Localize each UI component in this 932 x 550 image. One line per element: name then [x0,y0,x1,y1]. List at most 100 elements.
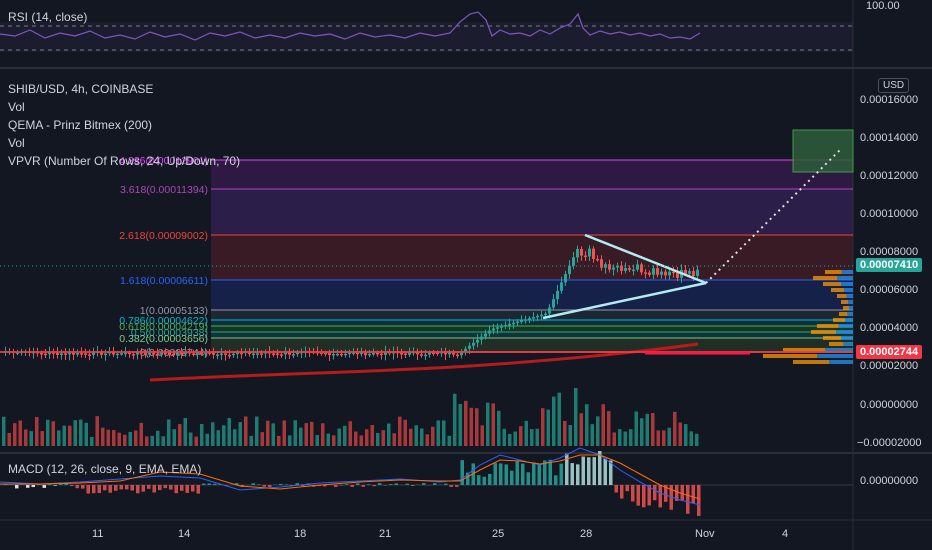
candle-body [364,351,367,356]
candle-body [664,271,667,276]
legend-qema[interactable]: QEMA - Prinz Bitmex (200) [8,118,153,132]
macd-histogram-bar [97,485,101,493]
candle-body [476,339,479,343]
vpvr-bar-up [839,312,848,316]
symbol-title[interactable]: SHIB/USD, 4h, COINBASE [8,82,154,96]
candle-body [252,353,255,356]
macd-histogram-bar [152,485,156,493]
macd-histogram-bar [174,485,178,494]
candle-body [636,264,639,270]
candle-body [628,268,631,270]
rsi-label[interactable]: RSI (14, close) [8,10,88,24]
fibonacci-levels[interactable] [211,159,853,353]
volume-bar [183,417,187,446]
macd-histogram-bar [169,485,173,490]
candle-body [288,352,291,355]
candle-body [284,352,287,355]
volume-bar [618,429,622,446]
date-tick-label: 28 [580,528,593,540]
volume-bar [601,404,605,446]
date-tick-label: 18 [294,528,307,540]
macd-histogram-bar [92,485,96,494]
candle-body [644,272,647,274]
macd-histogram-bar [295,483,299,485]
candle-body [348,352,351,355]
vpvr-bar-down [846,294,853,298]
macd-histogram-bar [103,485,107,491]
volume-bar [35,417,39,446]
candle-body [192,353,195,355]
candle-body [100,351,103,355]
candle-body [692,270,695,276]
candle-body [528,318,531,320]
macd-histogram-bar [691,485,695,504]
legend-vpvr[interactable]: VPVR (Number Of Rows, 24, Up/Down, 70) [8,154,241,168]
fib-band-0382 [211,338,853,352]
candle-body [648,272,651,275]
candle-body [208,352,211,354]
candle-body [688,270,691,274]
volume-bar [447,435,451,446]
fib-level-label: 0.786(0.00004622) [119,315,208,327]
candle-body [68,352,71,355]
candle-body [196,352,199,355]
date-tick-label: 4 [782,528,789,540]
volume-bar [678,422,682,446]
macd-histogram-bar [158,485,162,491]
macd-histogram-bar [477,475,481,485]
macd-histogram-bar [339,485,343,486]
legend-vol-2[interactable]: Vol [8,136,25,150]
target-zone-box[interactable] [792,129,854,173]
macd-histogram-bar [675,485,679,501]
volume-bar [189,432,193,446]
volume-bar [106,429,110,446]
macd-histogram-bar [372,485,376,487]
volume-bar [29,431,33,446]
macd-histogram-bar [532,462,536,485]
candle-body [344,353,347,356]
volume-bar [222,425,226,446]
macd-histogram-bar [213,483,217,485]
volume-bar [596,416,600,446]
volume-bars [2,387,699,446]
candle-body [484,333,487,337]
macd-histogram-bar [664,485,668,502]
projection-line[interactable] [705,149,841,284]
candle-body [424,354,427,357]
triangle-pattern[interactable] [542,233,707,320]
candle-body [148,353,151,355]
macd-histogram-bar [81,485,85,489]
macd-histogram-bar [130,485,134,491]
macd-histogram-bar [631,485,635,502]
macd-histogram-bar [53,485,57,486]
macd-histogram-bar [75,485,79,489]
candle-body [352,352,355,354]
volume-bar [68,425,72,446]
macd-histogram-bar [521,463,525,485]
candle-body [200,352,203,355]
macd-histogram-bar [356,483,360,485]
vpvr-bar-up [841,300,849,304]
macd-histogram-bar [180,485,184,491]
candle-body [40,352,43,355]
legend-vol-1[interactable]: Vol [8,100,25,114]
volume-bar [255,416,259,446]
triangle-lower-line[interactable] [542,281,707,320]
volume-bar [464,400,468,446]
macd-label[interactable]: MACD (12, 26, close, 9, EMA, EMA) [8,462,202,476]
volume-bar [673,411,677,446]
fib-band-05 [211,332,853,338]
candle-body [612,267,615,270]
macd-histogram-bar [207,483,211,485]
macd-histogram-bar [576,464,580,485]
volume-bar [117,432,121,446]
currency-badge[interactable]: USD [878,78,910,93]
macd-histogram-bar [636,485,640,506]
triangle-upper-line[interactable] [584,233,707,285]
candle-body [552,299,555,308]
candle-body [416,351,419,355]
candle-body [340,353,343,356]
ema-price-tag: 0.00002744 [856,345,923,359]
date-tick-label: 11 [92,528,104,540]
